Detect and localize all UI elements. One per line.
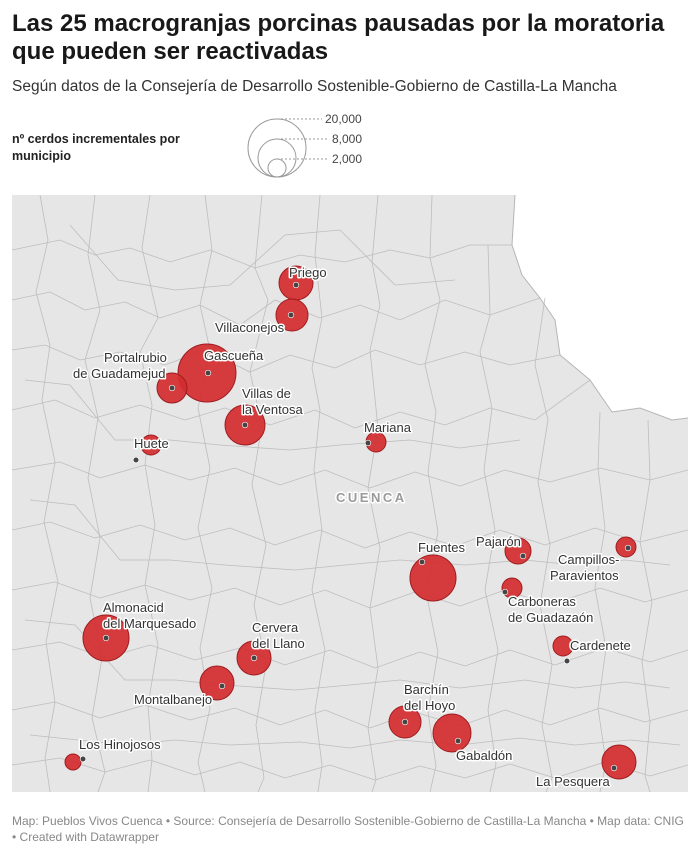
label-paravientos: Paravientos [550, 568, 619, 583]
place-dot [218, 682, 226, 690]
label-de-guadamejud: de Guadamejud [73, 366, 166, 381]
label-fuentes: Fuentes [418, 540, 465, 555]
chart-subtitle: Según datos de la Consejería de Desarrol… [12, 78, 617, 95]
bubble-los-hinojosos[interactable] [64, 753, 82, 771]
place-dot [454, 737, 462, 745]
border-line [12, 581, 688, 609]
map-land [12, 195, 688, 792]
label-del-llano: del Llano [252, 636, 305, 651]
legend-title: nº cerdos incrementales por municipio [12, 132, 180, 163]
footer-credits: Map: Pueblos Vivos Cuenca • Source: Cons… [12, 814, 684, 844]
border-line [534, 297, 553, 792]
place-dot [168, 384, 176, 392]
border-line [35, 195, 59, 792]
border-line [367, 195, 381, 792]
place-dot [132, 456, 140, 464]
border-line [69, 224, 456, 291]
legend-label-medium: 8,000 [332, 132, 362, 146]
label-montalbanejo: Montalbanejo [134, 692, 212, 707]
map-svg[interactable]: Priego Villaconejos Portalrubio de Guada… [12, 195, 688, 792]
label-los-hinojosos: Los Hinojosos [79, 737, 161, 752]
label-almonacid: Almonacid [103, 600, 164, 615]
label-villaconejos: Villaconejos [215, 320, 285, 335]
municipal-borders [12, 195, 688, 792]
border-line [12, 379, 591, 429]
label-portalrubio: Portalrubio [104, 350, 167, 365]
border-line [12, 641, 688, 669]
label-mariana: Mariana [364, 420, 412, 435]
place-dots [79, 281, 632, 772]
place-dot [401, 718, 409, 726]
border-line [311, 195, 326, 792]
bubble-huete[interactable] [140, 434, 162, 456]
label-cervera: Cervera [252, 620, 299, 635]
place-dot [610, 764, 618, 772]
place-dot [250, 654, 258, 662]
label-carboneras: Carboneras [508, 594, 576, 609]
border-line [639, 419, 653, 792]
place-dot [287, 311, 295, 319]
border-line [24, 619, 671, 691]
border-line [424, 195, 441, 792]
border-line [84, 195, 106, 792]
legend-label-small: 2,000 [332, 152, 362, 166]
chart-title: Las 25 macrogranjas porcinas pausadas po… [12, 10, 665, 65]
label-priego: Priego [289, 265, 327, 280]
map[interactable]: Priego Villaconejos Portalrubio de Guada… [12, 195, 688, 792]
label-huete: Huete [134, 436, 169, 451]
border-line [479, 244, 499, 792]
place-dot [292, 281, 300, 289]
label-gascuena: Gascueña [204, 348, 264, 363]
outside-edge [511, 195, 688, 421]
legend-circle-small [267, 158, 287, 178]
place-dot [418, 558, 426, 566]
bubble-gabaldon[interactable] [432, 713, 472, 753]
label-barchin: Barchín [404, 682, 449, 697]
size-legend: 20,000 8,000 2,000 [247, 112, 362, 178]
label-villas-de: Villas de [242, 386, 291, 401]
legend-circle-medium [257, 138, 297, 178]
border-line [197, 195, 213, 792]
label-campillos: Campillos- [558, 552, 619, 567]
label-gabaldon: Gabaldón [456, 748, 512, 763]
border-line [24, 379, 521, 451]
legend-label-large: 20,000 [325, 112, 362, 126]
place-dot [519, 552, 527, 560]
place-dot [204, 369, 212, 377]
province-label: CUENCA [336, 490, 407, 505]
border-line [29, 734, 681, 749]
place-dot [79, 755, 87, 763]
label-la-ventosa: la Ventosa [242, 402, 303, 417]
bubble-montalbanejo[interactable] [199, 665, 235, 701]
label-de-guadazaon: de Guadazaón [508, 610, 593, 625]
map-outside-area [512, 195, 688, 420]
border-line [29, 499, 671, 571]
label-del-marquesado: del Marquesado [103, 616, 196, 631]
place-dot [563, 657, 571, 665]
place-labels: Priego Villaconejos Portalrubio de Guada… [72, 264, 633, 791]
border-line [12, 344, 561, 373]
bubble-la-pesquera[interactable] [601, 744, 637, 780]
place-dot [624, 544, 632, 552]
border-line [12, 701, 688, 729]
border-line [12, 291, 541, 326]
border-line [249, 195, 269, 792]
border-line [12, 461, 688, 489]
label-pajaron: Pajarón [476, 534, 521, 549]
bubble-cardenete[interactable] [552, 635, 574, 657]
legend-circle-large [247, 118, 307, 178]
place-dot [501, 588, 509, 596]
label-cardenete: Cardenete [570, 638, 631, 653]
place-dot [364, 439, 372, 447]
place-dot [241, 421, 249, 429]
place-dot [102, 634, 110, 642]
border-line [12, 757, 688, 781]
bubble-fuentes[interactable] [409, 554, 457, 602]
label-del-hoyo: del Hoyo [404, 698, 455, 713]
border-line [139, 195, 159, 792]
border-line [12, 521, 688, 549]
label-la-pesquera: La Pesquera [536, 774, 610, 789]
